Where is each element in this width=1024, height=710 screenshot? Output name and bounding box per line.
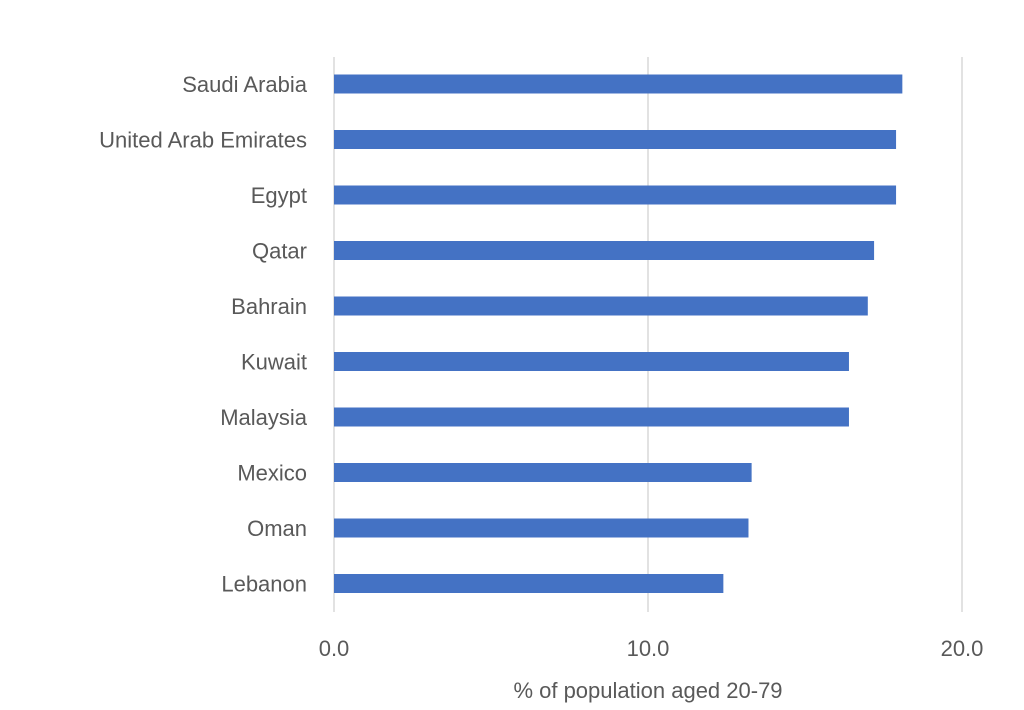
category-label: Mexico xyxy=(237,461,307,486)
bar-mexico xyxy=(334,463,752,482)
bar-bahrain xyxy=(334,296,868,316)
bar-saudi-arabia xyxy=(334,74,903,94)
category-label: Egypt xyxy=(251,183,307,208)
category-label: United Arab Emirates xyxy=(99,128,307,153)
category-label: Qatar xyxy=(252,239,307,264)
x-tick-label: 20.0 xyxy=(941,636,984,661)
bar-kuwait xyxy=(334,352,849,371)
bar-united-arab-emirates xyxy=(334,130,897,149)
bar-qatar xyxy=(334,241,875,260)
bar-oman xyxy=(334,518,749,538)
category-labels: Saudi Arabia United Arab Emirates Egypt Qat… xyxy=(99,72,308,597)
bar-lebanon xyxy=(334,574,724,593)
x-tick-label: 0.0 xyxy=(319,636,350,661)
bar-egypt xyxy=(334,185,897,205)
category-label: Malaysia xyxy=(220,405,308,430)
x-axis-title: % of population aged 20-79 xyxy=(513,678,782,703)
category-label: Oman xyxy=(247,516,307,541)
bar-malaysia xyxy=(334,407,849,427)
category-label: Lebanon xyxy=(221,572,307,597)
bars xyxy=(334,74,903,593)
category-label: Kuwait xyxy=(241,350,307,375)
category-label: Saudi Arabia xyxy=(182,72,308,97)
x-axis-tick-labels: 0.0 10.0 20.0 xyxy=(319,636,984,661)
category-label: Bahrain xyxy=(231,294,307,319)
x-tick-label: 10.0 xyxy=(627,636,670,661)
